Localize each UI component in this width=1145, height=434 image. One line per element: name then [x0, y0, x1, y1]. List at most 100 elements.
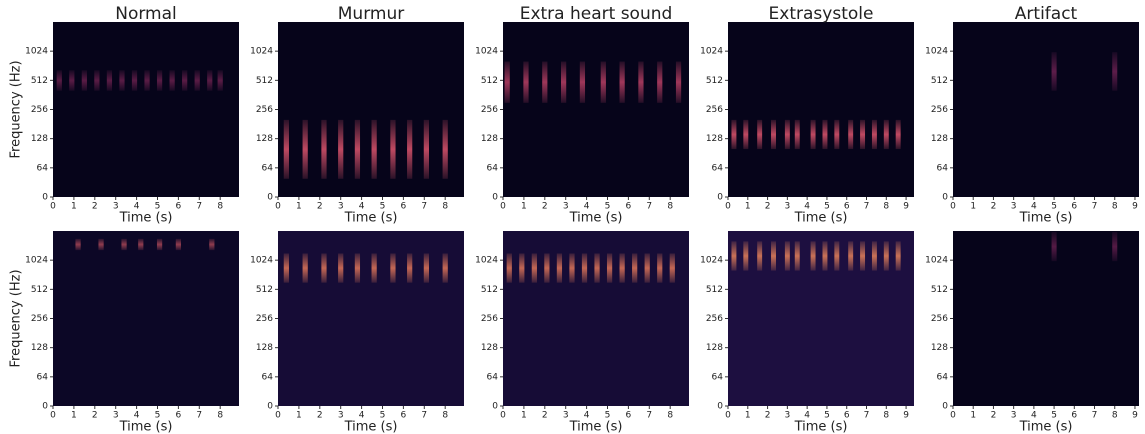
y-axis-label: Frequency (Hz) — [9, 269, 24, 367]
y-tick-label: 128 — [931, 343, 948, 353]
beat — [302, 253, 308, 283]
beat — [156, 70, 163, 91]
x-tick-label: 0 — [500, 411, 506, 421]
y-tick-label: 512 — [31, 76, 48, 86]
x-tick-label: 0 — [500, 202, 506, 212]
x-tick-label: 2 — [317, 202, 323, 212]
x-tick-label: 6 — [176, 411, 182, 421]
x-tick-label: 4 — [1031, 411, 1037, 421]
x-tick-label: 9 — [903, 202, 909, 212]
beat — [321, 119, 327, 179]
x-tick-label: 0 — [275, 202, 281, 212]
beat — [784, 119, 790, 150]
beat — [895, 119, 901, 150]
beat — [657, 61, 663, 103]
y-tick-label: 1024 — [925, 47, 948, 57]
x-tick-label: 0 — [725, 411, 731, 421]
x-tick-label: 2 — [92, 202, 98, 212]
beat — [594, 253, 600, 283]
y-tick-label: 256 — [256, 105, 273, 115]
x-tick-label: 8 — [667, 411, 673, 421]
x-tick-label: 4 — [359, 202, 365, 212]
beat — [423, 119, 429, 179]
beat — [883, 241, 889, 271]
beat — [860, 241, 866, 271]
x-tick-label: 6 — [844, 411, 850, 421]
x-tick-label: 4 — [584, 411, 590, 421]
y-tick-label: 128 — [481, 134, 498, 144]
y-tick-label: 1024 — [700, 47, 723, 57]
beat — [98, 238, 104, 251]
y-tick-label: 256 — [706, 105, 723, 115]
x-tick-label: 4 — [804, 411, 810, 421]
x-tick-label: 4 — [584, 202, 590, 212]
y-tick-label: 128 — [706, 343, 723, 353]
beat — [600, 61, 606, 103]
y-tick-label: 0 — [717, 402, 723, 412]
y-tick-label: 1024 — [25, 47, 48, 57]
y-tick-label: 128 — [256, 134, 273, 144]
x-tick-label: 0 — [275, 411, 281, 421]
x-tick-label: 3 — [784, 202, 790, 212]
beat — [302, 119, 308, 179]
y-tick-label: 256 — [481, 105, 498, 115]
y-tick-label: 256 — [706, 314, 723, 324]
x-tick-label: 9 — [1132, 411, 1138, 421]
y-tick-label: 128 — [931, 134, 948, 144]
x-tick-label: 5 — [380, 411, 386, 421]
x-axis-label: Time (s) — [119, 211, 173, 226]
x-tick-label: 8 — [667, 202, 673, 212]
beat — [743, 119, 749, 150]
beat — [138, 238, 144, 251]
x-tick-label: 9 — [1132, 202, 1138, 212]
beat — [895, 241, 901, 271]
y-tick-label: 1024 — [700, 256, 723, 266]
x-tick-label: 5 — [380, 202, 386, 212]
beat — [848, 241, 854, 271]
x-tick-label: 3 — [1011, 202, 1017, 212]
beat — [569, 253, 575, 283]
x-tick-label: 0 — [950, 202, 956, 212]
x-tick-label: 3 — [338, 411, 344, 421]
beat — [632, 253, 638, 283]
x-tick-label: 6 — [844, 202, 850, 212]
x-tick-label: 6 — [401, 202, 407, 212]
beat — [669, 253, 675, 283]
x-tick-label: 4 — [134, 202, 140, 212]
x-axis-label: Time (s) — [119, 420, 173, 434]
y-tick-label: 128 — [706, 134, 723, 144]
y-axis-label: Frequency (Hz) — [9, 60, 24, 158]
x-tick-label: 5 — [605, 202, 611, 212]
y-tick-label: 512 — [256, 76, 273, 86]
panel-title: Extra heart sound — [520, 4, 673, 24]
y-tick-label: 64 — [937, 372, 949, 382]
beat — [834, 241, 840, 271]
x-tick-label: 5 — [155, 202, 161, 212]
y-tick-label: 1024 — [250, 256, 273, 266]
x-tick-label: 8 — [217, 411, 223, 421]
y-tick-label: 256 — [256, 314, 273, 324]
beat — [581, 253, 588, 283]
plot-background — [278, 231, 464, 406]
y-tick-label: 1024 — [250, 47, 273, 57]
beat — [407, 119, 413, 179]
beat — [810, 119, 816, 150]
y-tick-label: 0 — [42, 402, 48, 412]
beat — [523, 61, 529, 103]
y-tick-label: 1024 — [475, 256, 498, 266]
x-tick-label: 5 — [1051, 411, 1057, 421]
y-tick-label: 512 — [931, 285, 948, 295]
beat — [757, 241, 763, 271]
x-tick-label: 2 — [317, 411, 323, 421]
x-tick-label: 7 — [646, 202, 652, 212]
beat — [371, 119, 377, 179]
beat — [182, 70, 188, 91]
beat — [69, 70, 75, 91]
beat — [794, 119, 800, 150]
beat — [810, 241, 816, 271]
y-tick-label: 0 — [942, 193, 948, 203]
x-axis-label: Time (s) — [794, 211, 848, 226]
plot-background — [278, 22, 464, 197]
x-tick-label: 3 — [338, 202, 344, 212]
